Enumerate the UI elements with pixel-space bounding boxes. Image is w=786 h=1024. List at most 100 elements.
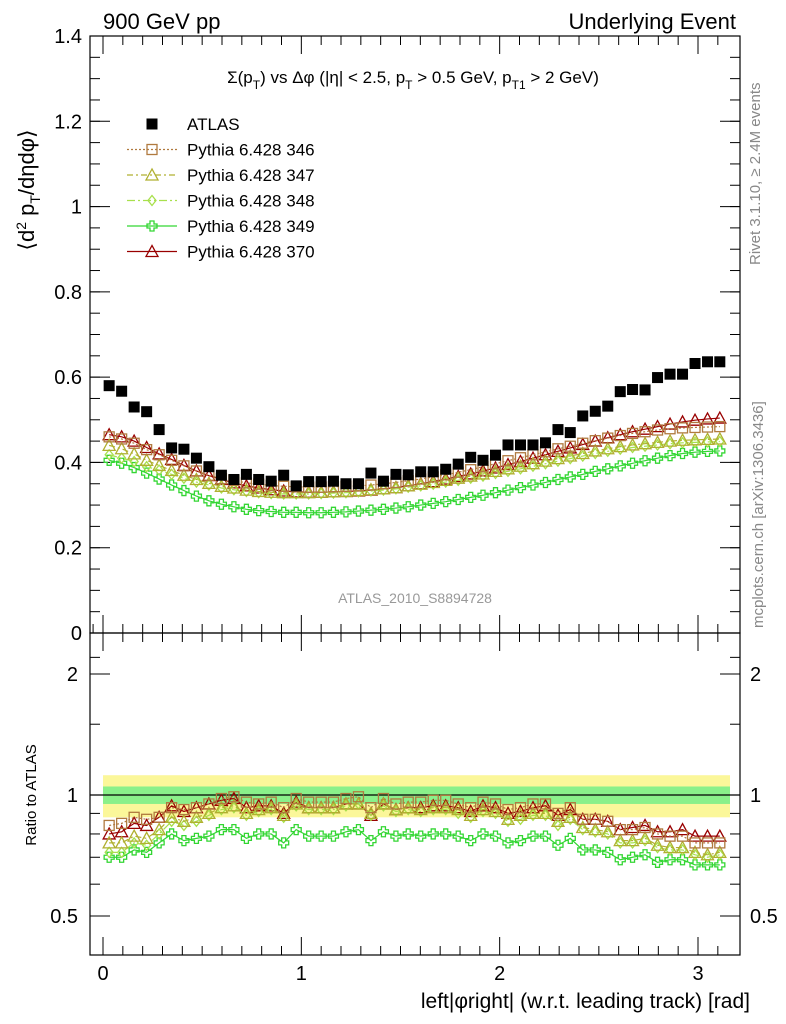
data-point-atlas <box>627 384 639 396</box>
data-point-atlas <box>377 475 389 487</box>
ratio-point-pythia-6-428-346 <box>701 837 714 849</box>
data-point-pythia-6-428-349 <box>440 496 452 508</box>
data-point-pythia-6-428-349 <box>178 484 190 497</box>
legend-marker <box>144 167 160 181</box>
ratio-point-pythia-6-428-346 <box>303 796 315 808</box>
main-y-axis-label: ⟨d2 pT/dηdφ⟩ <box>13 129 43 250</box>
ratio-point-pythia-6-428-347 <box>189 809 204 823</box>
data-point-pythia-6-428-347 <box>525 456 541 470</box>
ratio-point-pythia-6-428-349 <box>527 830 539 842</box>
ratio-point-pythia-6-428-346 <box>115 817 128 830</box>
data-point-atlas <box>477 454 489 466</box>
main-series <box>102 356 727 519</box>
ratio-point-pythia-6-428-347 <box>488 804 503 818</box>
legend-label: Pythia 6.428 348 <box>187 192 315 211</box>
data-point-pythia-6-428-346 <box>140 443 153 456</box>
ratio-point-pythia-6-428-349 <box>552 839 564 851</box>
x-tick-label: 3 <box>692 963 703 985</box>
data-point-pythia-6-428-370 <box>500 457 516 471</box>
data-point-pythia-6-428-348 <box>702 435 713 449</box>
data-point-pythia-6-428-347 <box>662 433 678 447</box>
data-point-pythia-6-428-348 <box>665 437 675 450</box>
data-point-atlas <box>652 372 664 384</box>
data-point-pythia-6-428-348 <box>179 472 189 485</box>
data-point-pythia-6-428-347 <box>600 441 615 455</box>
ratio-point-pythia-6-428-347 <box>102 835 117 849</box>
ratio-point-pythia-6-428-347 <box>588 822 603 836</box>
data-point-pythia-6-428-347 <box>176 467 192 481</box>
ratio-point-pythia-6-428-346 <box>614 823 626 836</box>
ratio-point-pythia-6-428-346 <box>589 813 601 825</box>
data-point-atlas <box>527 439 539 451</box>
ratio-point-pythia-6-428-370 <box>251 798 266 812</box>
ratio-point-pythia-6-428-349 <box>477 828 489 840</box>
ratio-point-pythia-6-428-347 <box>538 806 553 820</box>
data-point-pythia-6-428-349 <box>153 473 165 485</box>
data-point-pythia-6-428-349 <box>303 507 315 519</box>
data-point-pythia-6-428-347 <box>276 485 291 499</box>
ratio-point-pythia-6-428-370 <box>513 804 528 818</box>
legend-label: ATLAS <box>187 115 240 134</box>
ratio-point-pythia-6-428-349 <box>203 830 215 842</box>
data-point-atlas <box>639 384 651 396</box>
ratio-point-pythia-6-428-346 <box>489 798 502 810</box>
ratio-point-pythia-6-428-347 <box>351 796 366 810</box>
ratio-y-tick-label: 2 <box>67 664 78 686</box>
data-point-pythia-6-428-349 <box>676 447 689 460</box>
x-tick-label: 0 <box>97 963 108 985</box>
data-point-pythia-6-428-347 <box>127 446 142 460</box>
ratio-point-pythia-6-428-349 <box>265 828 277 840</box>
data-point-pythia-6-428-347 <box>189 472 204 486</box>
ratio-point-pythia-6-428-348 <box>515 813 526 826</box>
ratio-point-pythia-6-428-346 <box>502 803 514 816</box>
ratio-y-tick-label: 1 <box>67 785 78 807</box>
legend-marker <box>146 143 158 156</box>
data-point-pythia-6-428-370 <box>712 410 727 424</box>
data-point-pythia-6-428-348 <box>577 449 588 463</box>
data-point-pythia-6-428-348 <box>515 462 526 475</box>
data-point-atlas <box>228 473 240 485</box>
data-point-pythia-6-428-347 <box>114 441 129 455</box>
main-y-tick-label: 0.2 <box>54 538 82 560</box>
ratio-point-pythia-6-428-348 <box>665 843 675 856</box>
ratio-point-pythia-6-428-347 <box>176 813 192 827</box>
data-point-pythia-6-428-346 <box>128 437 140 449</box>
ratio-series-pythia-6-428-346 <box>103 791 726 849</box>
data-point-atlas <box>290 480 302 492</box>
ratio-point-pythia-6-428-346 <box>639 821 651 834</box>
header-right: Underlying Event <box>568 9 736 34</box>
data-point-pythia-6-428-347 <box>500 461 516 475</box>
data-point-pythia-6-428-348 <box>640 440 650 453</box>
ratio-point-pythia-6-428-370 <box>102 826 117 840</box>
ratio-point-pythia-6-428-349 <box>278 837 290 849</box>
ratio-point-pythia-6-428-348 <box>154 827 164 840</box>
ratio-point-pythia-6-428-346 <box>128 811 140 823</box>
ratio-point-pythia-6-428-348 <box>104 846 114 859</box>
ratio-point-pythia-6-428-348 <box>565 813 576 826</box>
data-point-pythia-6-428-349 <box>589 465 601 478</box>
series-line-pythia-6-428-349 <box>109 450 720 514</box>
ratio-frame-border <box>89 632 741 956</box>
data-point-pythia-6-428-346 <box>689 421 701 434</box>
ratio-point-pythia-6-428-347 <box>513 807 528 821</box>
ratio-point-pythia-6-428-348 <box>116 846 127 859</box>
ratio-point-pythia-6-428-349 <box>539 830 552 842</box>
ratio-point-pythia-6-428-348 <box>615 836 626 849</box>
ratio-point-pythia-6-428-346 <box>415 796 427 808</box>
ratio-point-pythia-6-428-347 <box>637 831 653 845</box>
ratio-point-pythia-6-428-347 <box>563 809 578 823</box>
data-point-pythia-6-428-349 <box>465 491 477 504</box>
data-point-pythia-6-428-349 <box>253 504 265 517</box>
mcplots-label: mcplots.cern.ch [arXiv:1306.3436] <box>750 401 767 628</box>
ratio-point-pythia-6-428-346 <box>240 796 253 808</box>
data-point-atlas <box>502 439 514 451</box>
ratio-point-pythia-6-428-347 <box>201 806 217 820</box>
data-point-pythia-6-428-346 <box>664 423 676 435</box>
data-point-pythia-6-428-370 <box>650 419 665 433</box>
ratio-point-pythia-6-428-347 <box>500 811 516 825</box>
ratio-point-pythia-6-428-370 <box>700 828 715 842</box>
data-point-pythia-6-428-346 <box>465 464 477 476</box>
data-point-atlas <box>315 476 327 488</box>
x-tick-label: 2 <box>494 963 505 985</box>
